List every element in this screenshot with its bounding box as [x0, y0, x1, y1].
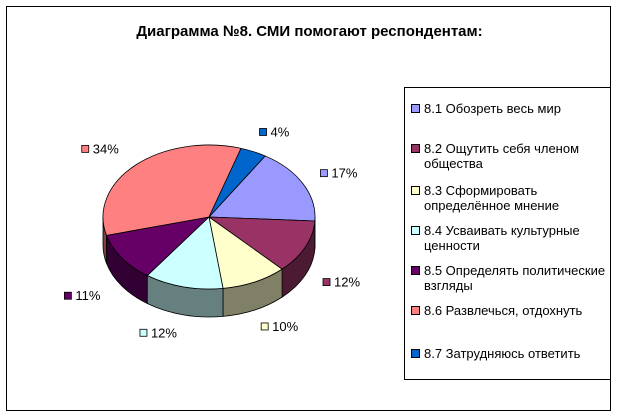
legend-swatch — [411, 186, 420, 195]
pie-slice-8-7 — [208, 147, 266, 218]
pie-slice-8-2 — [207, 216, 316, 270]
pie-slice-8-5 — [105, 216, 211, 277]
data-label-swatch — [320, 169, 328, 178]
data-label-8-1: 17% — [320, 166, 358, 181]
pie-tops — [102, 144, 316, 290]
pie-slice-8-1 — [208, 155, 316, 222]
data-label-swatch — [139, 328, 148, 337]
data-label-text: 12% — [151, 325, 177, 340]
pie-slice-8-4 — [146, 216, 224, 290]
legend-label: 8.6 Развлечься, отдохнуть — [424, 303, 583, 318]
legend-swatch — [411, 226, 420, 235]
data-label-text: 12% — [334, 275, 360, 290]
data-label-swatch — [259, 128, 267, 136]
data-label-text: 10% — [272, 319, 298, 334]
data-label-8-2: 12% — [322, 275, 360, 290]
chart-title: Диаграмма №8. СМИ помогают респондентам: — [136, 23, 483, 40]
data-label-swatch — [322, 278, 331, 286]
data-label-8-6: 34% — [81, 141, 119, 156]
data-label-swatch — [81, 144, 90, 153]
legend-label: 8.4 Усваивать культурные ценности — [424, 223, 580, 253]
legend-swatch — [411, 306, 420, 315]
data-label-swatch — [63, 291, 72, 300]
data-label-8-7: 4% — [259, 124, 290, 139]
legend-swatch — [411, 266, 420, 275]
data-label-8-4: 12% — [139, 325, 177, 340]
data-label-text: 17% — [331, 166, 357, 181]
pie-slice-8-6 — [102, 144, 242, 236]
legend-swatch — [411, 349, 420, 358]
data-label-8-3: 10% — [260, 319, 299, 334]
data-labels: 17% 12% 10% 12% 11% 34% 4% — [63, 124, 360, 340]
legend-label: 8.7 Затрудняюсь ответить — [424, 346, 581, 361]
pie-chart: 17% 12% 10% 12% 11% 34% 4% — [63, 124, 360, 340]
legend-swatch — [411, 144, 420, 153]
data-label-text: 34% — [93, 141, 119, 156]
legend-label: 8.1 Обозреть весь мир — [424, 101, 561, 116]
chart-frame: Диаграмма №8. СМИ помогают респондентам:… — [6, 6, 611, 411]
data-label-8-5: 11% — [63, 288, 101, 303]
legend-label: 8.3 Сформировать определённое мнение — [424, 183, 560, 213]
legend: 8.1 Обозреть весь мир 8.2 Ощутить себя чл… — [404, 87, 611, 380]
legend-label: 8.5 Определять политические взгляды — [424, 263, 606, 293]
data-label-swatch — [260, 322, 269, 331]
legend-swatch — [411, 104, 420, 113]
legend-label: 8.2 Ощутить себя членом общества — [424, 141, 580, 171]
data-label-text: 11% — [75, 288, 100, 303]
data-label-text: 4% — [271, 124, 290, 139]
